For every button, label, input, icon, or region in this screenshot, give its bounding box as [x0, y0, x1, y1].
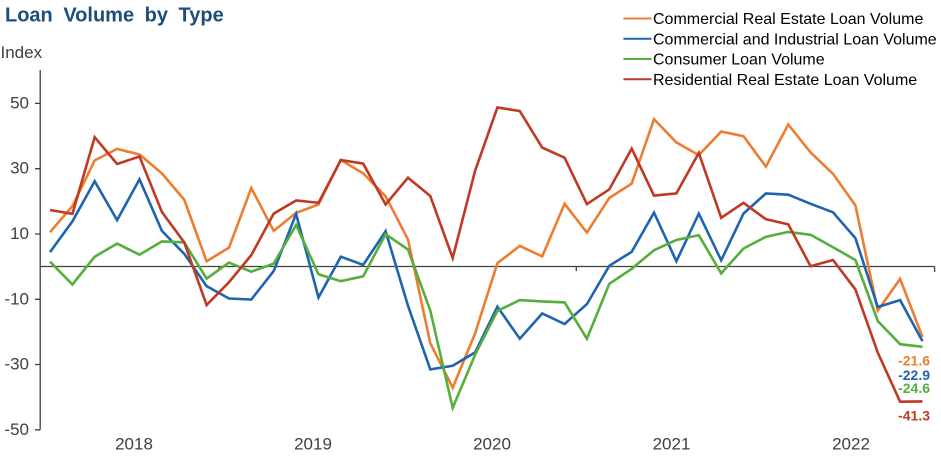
svg-text:-30: -30 [4, 355, 29, 374]
svg-text:-50: -50 [4, 420, 29, 439]
svg-text:-22.9: -22.9 [898, 367, 930, 383]
svg-text:-21.6: -21.6 [898, 352, 930, 368]
svg-text:2019: 2019 [294, 435, 332, 454]
svg-text:Index: Index [1, 43, 43, 62]
svg-text:Loan Volume by Type: Loan Volume by Type [5, 5, 224, 27]
svg-text:-41.3: -41.3 [898, 407, 930, 423]
svg-text:-10: -10 [4, 289, 29, 308]
svg-text:30: 30 [10, 159, 29, 178]
svg-text:2021: 2021 [653, 435, 691, 454]
svg-text:Residential Real Estate Loan V: Residential Real Estate Loan Volume [653, 72, 917, 89]
svg-text:50: 50 [10, 93, 29, 112]
svg-text:Consumer Loan Volume: Consumer Loan Volume [653, 52, 825, 69]
svg-text:2020: 2020 [473, 435, 511, 454]
svg-text:10: 10 [10, 224, 29, 243]
svg-text:2022: 2022 [832, 435, 870, 454]
svg-text:Commercial and Industrial Loan: Commercial and Industrial Loan Volume [653, 31, 937, 48]
svg-text:2018: 2018 [115, 435, 153, 454]
svg-text:Commercial Real Estate Loan Vo: Commercial Real Estate Loan Volume [653, 11, 923, 28]
svg-text:-24.6: -24.6 [898, 380, 930, 396]
